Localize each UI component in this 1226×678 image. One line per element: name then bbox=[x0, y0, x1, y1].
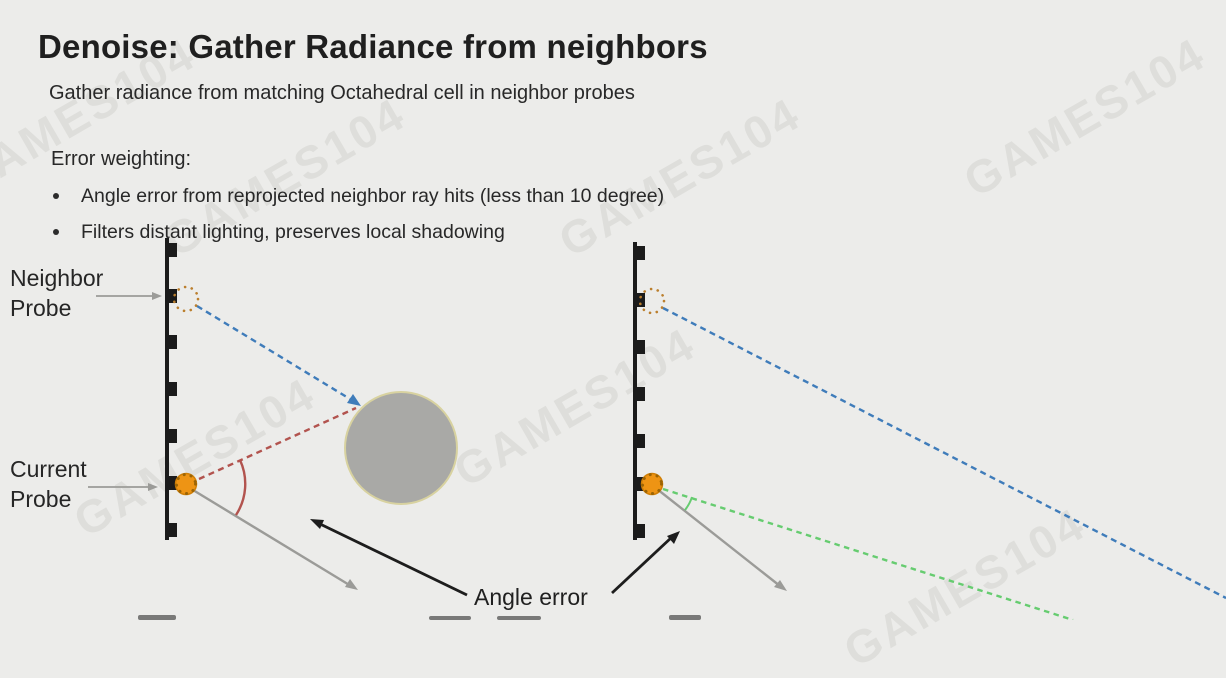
bullet-text: Angle error from reprojected neighbor ra… bbox=[81, 185, 665, 207]
subtitle-text: Gather radiance from matching Octahedral… bbox=[49, 82, 635, 104]
neighbor-probe-label: Neighbor Probe bbox=[10, 263, 103, 323]
current-probe-pointer-arrowhead bbox=[148, 483, 158, 491]
cropped-artifact bbox=[497, 616, 541, 620]
diagram-canvas bbox=[88, 238, 1226, 620]
angle-error-arc-left bbox=[234, 459, 247, 516]
angle-error-arrowhead-left bbox=[310, 519, 324, 529]
probe-socket bbox=[166, 429, 177, 443]
probe-socket bbox=[634, 477, 645, 491]
probe-socket bbox=[634, 387, 645, 401]
current-probe-ring bbox=[641, 473, 663, 495]
probe-socket bbox=[166, 243, 177, 257]
angle-error-label: Angle error bbox=[474, 584, 588, 610]
cropped-artifact bbox=[429, 616, 471, 620]
current-probe-ring bbox=[175, 473, 197, 495]
neighbor-ray-arrowhead bbox=[347, 394, 361, 406]
probe-socket bbox=[166, 523, 177, 537]
probe-socket bbox=[166, 335, 177, 349]
bullet-item: Angle error from reprojected neighbor ra… bbox=[51, 182, 664, 218]
current-ray-gray bbox=[192, 488, 352, 588]
bullet-text: Filters distant lighting, preserves loca… bbox=[81, 221, 505, 243]
reprojected-ray-red bbox=[198, 406, 357, 481]
current-probe-label-line1: Current bbox=[10, 456, 87, 482]
current-ray-gray bbox=[656, 488, 781, 587]
bottom-edge-artifacts bbox=[138, 615, 701, 620]
current-probe-label-line2: Probe bbox=[10, 486, 72, 512]
probe-socket bbox=[634, 434, 645, 448]
reprojected-ray-green bbox=[662, 487, 1074, 620]
cropped-artifact bbox=[669, 615, 701, 620]
cropped-artifact bbox=[138, 615, 176, 620]
angle-error-arrow-right bbox=[611, 535, 673, 595]
current-probe-label: Current Probe bbox=[10, 454, 87, 514]
probe-socket bbox=[634, 293, 645, 307]
neighbor-probe-dotted bbox=[638, 287, 666, 315]
bullet-dot bbox=[53, 193, 59, 199]
neighbor-ray-blue bbox=[662, 306, 1226, 600]
probe-socket bbox=[166, 476, 177, 490]
wall-right-probe-sockets bbox=[634, 246, 645, 538]
left-diagram bbox=[88, 238, 458, 590]
angle-error-arrows bbox=[310, 519, 680, 597]
current-probe-marker bbox=[174, 472, 198, 496]
probe-socket bbox=[634, 246, 645, 260]
angle-error-arrow-left bbox=[317, 521, 468, 597]
right-diagram bbox=[633, 242, 1226, 620]
probe-socket bbox=[634, 524, 645, 538]
wall-left-probe-sockets bbox=[166, 243, 177, 537]
neighbor-probe-label-line2: Probe bbox=[10, 295, 72, 321]
bullet-dot bbox=[53, 229, 59, 235]
neighbor-probe-label-line1: Neighbor bbox=[10, 265, 104, 291]
probe-socket bbox=[166, 382, 177, 396]
error-weighting-heading: Error weighting: bbox=[51, 148, 192, 170]
neighbor-probe-pointer-arrowhead bbox=[152, 292, 162, 300]
bullet-item: Filters distant lighting, preserves loca… bbox=[51, 218, 664, 254]
slide: { "slide": { "title": "Denoise: Gather R… bbox=[0, 27, 1226, 677]
probe-socket bbox=[634, 340, 645, 354]
current-ray-arrowhead bbox=[345, 579, 358, 590]
page-title: Denoise: Gather Radiance from neighbors bbox=[38, 28, 708, 66]
current-ray-arrowhead bbox=[774, 580, 787, 591]
angle-error-arrowhead-right bbox=[667, 531, 680, 544]
angle-error-arc-right bbox=[684, 496, 693, 511]
occluder-sphere bbox=[344, 391, 458, 505]
probe-socket bbox=[166, 289, 177, 303]
neighbor-ray-blue bbox=[196, 304, 351, 401]
current-probe-marker bbox=[640, 472, 664, 496]
bullet-list: Angle error from reprojected neighbor ra… bbox=[51, 182, 664, 254]
neighbor-probe-dotted bbox=[172, 285, 200, 313]
